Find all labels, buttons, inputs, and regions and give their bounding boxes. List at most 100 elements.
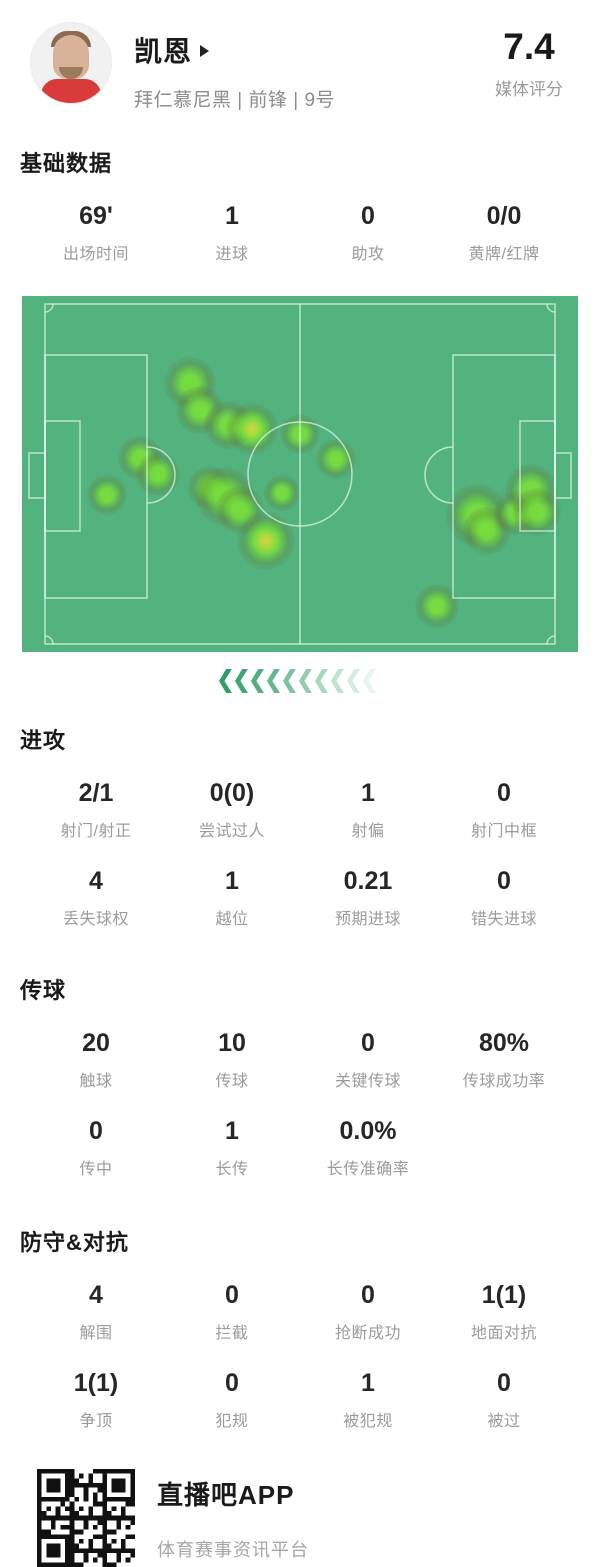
stat-value: 0 bbox=[497, 1369, 511, 1397]
stat-label: 越位 bbox=[215, 911, 249, 928]
stat-争顶: 1(1) 争顶 bbox=[28, 1369, 164, 1431]
pitch-lines bbox=[28, 303, 572, 645]
stat-value: 0 bbox=[361, 1281, 375, 1309]
stat-label: 错失进球 bbox=[470, 911, 537, 928]
stat-传球: 10 传球 bbox=[164, 1029, 300, 1091]
defense-stats-grid: 4 解围 0 拦截 0 抢断成功 1(1) 地面对抗 1(1) 争顶 0 犯规 1 被犯规 0 被过 bbox=[0, 1281, 600, 1431]
app-name: 直播吧APP bbox=[157, 1480, 295, 1510]
stat-被犯规: 1 被犯规 bbox=[300, 1369, 436, 1431]
attack-stats-grid: 2/1 射门/射正 0(0) 尝试过人 1 射偏 0 射门中框 4 丢失球权 1 越位 0.21 预期进球… bbox=[0, 779, 600, 929]
app-description: 体育赛事资讯平台 bbox=[157, 1540, 309, 1560]
stat-长传准确率: 0.0% 长传准确率 bbox=[300, 1117, 436, 1179]
section-title-defense: 防守&对抗 bbox=[20, 1230, 129, 1255]
player-info: 凯恩 拜仁慕尼黑 | 前锋 | 9号 bbox=[134, 22, 486, 112]
stat-抢断成功: 0 抢断成功 bbox=[300, 1281, 436, 1343]
stat-value: 1 bbox=[361, 1369, 375, 1397]
left-chevron-icon bbox=[219, 669, 232, 693]
stat-触球: 20 触球 bbox=[28, 1029, 164, 1091]
app-footer: 直播吧APP 体育赛事资讯平台 bbox=[0, 1469, 600, 1567]
stat-射门/射正: 2/1 射门/射正 bbox=[28, 779, 164, 841]
stat-label: 争顶 bbox=[79, 1413, 113, 1430]
stat-犯规: 0 犯规 bbox=[164, 1369, 300, 1431]
stat-尝试过人: 0(0) 尝试过人 bbox=[164, 779, 300, 841]
basic-stats-grid: 69' 出场时间 1 进球 0 助攻 0/0 黄牌/红牌 bbox=[0, 202, 600, 264]
stat-label: 被犯规 bbox=[343, 1413, 393, 1430]
stat-value: 2/1 bbox=[78, 779, 114, 807]
stat-label: 助攻 bbox=[351, 246, 385, 263]
left-chevron-icon bbox=[331, 669, 344, 693]
heat-spot bbox=[237, 512, 295, 570]
stat-label: 丢失球权 bbox=[62, 911, 129, 928]
left-chevron-icon bbox=[363, 669, 376, 693]
stat-传中: 0 传中 bbox=[28, 1117, 164, 1179]
stat-传球成功率: 80% 传球成功率 bbox=[436, 1029, 572, 1091]
stat-value: 0 bbox=[225, 1369, 239, 1397]
stat-value: 4 bbox=[89, 867, 103, 895]
stat-value: 10 bbox=[218, 1029, 246, 1057]
stat-label: 被过 bbox=[487, 1413, 521, 1430]
stat-value: 20 bbox=[82, 1029, 110, 1057]
stat-label: 拦截 bbox=[215, 1325, 249, 1342]
stat-label: 尝试过人 bbox=[198, 823, 265, 840]
stat-label: 传球成功率 bbox=[462, 1073, 546, 1090]
player-header: 凯恩 拜仁慕尼黑 | 前锋 | 9号 7.4 媒体评分 bbox=[0, 0, 600, 112]
player-avatar bbox=[30, 22, 112, 104]
passing-stats-grid: 20 触球 10 传球 0 关键传球 80% 传球成功率 0 传中 1 长传 0.0% 长传准确率 bbox=[0, 1029, 600, 1179]
stat-关键传球: 0 关键传球 bbox=[300, 1029, 436, 1091]
stat-label: 预期进球 bbox=[334, 911, 401, 928]
stat-黄牌/红牌: 0/0 黄牌/红牌 bbox=[436, 202, 572, 264]
section-title-basic: 基础数据 bbox=[20, 151, 113, 176]
stat-value: 1 bbox=[225, 202, 239, 230]
heat-spot bbox=[415, 584, 459, 628]
stat-丢失球权: 4 丢失球权 bbox=[28, 867, 164, 929]
stat-label: 犯规 bbox=[215, 1413, 249, 1430]
heat-spot bbox=[136, 452, 180, 496]
stat-value: 0 bbox=[361, 1029, 375, 1057]
heat-spot bbox=[512, 487, 562, 537]
left-chevron-icon bbox=[347, 669, 360, 693]
stat-value: 0.0% bbox=[339, 1117, 397, 1145]
stat-射偏: 1 射偏 bbox=[300, 779, 436, 841]
stat-错失进球: 0 错失进球 bbox=[436, 867, 572, 929]
avatar-beard bbox=[59, 67, 83, 79]
player-team-position-number: 拜仁慕尼黑 | 前锋 | 9号 bbox=[134, 90, 336, 111]
stat-预期进球: 0.21 预期进球 bbox=[300, 867, 436, 929]
stat-value: 0 bbox=[225, 1281, 239, 1309]
stat-value: 1 bbox=[225, 867, 239, 895]
stat-value: 80% bbox=[478, 1029, 530, 1057]
stat-label: 进球 bbox=[215, 246, 249, 263]
stat-label: 地面对抗 bbox=[470, 1325, 537, 1342]
stat-label: 解围 bbox=[79, 1325, 113, 1342]
left-chevron-icon bbox=[235, 669, 248, 693]
stat-value: 0 bbox=[361, 202, 375, 230]
stat-label: 黄牌/红牌 bbox=[468, 246, 540, 263]
stat-value: 1(1) bbox=[73, 1369, 119, 1397]
stat-地面对抗: 1(1) 地面对抗 bbox=[436, 1281, 572, 1343]
qr-code bbox=[37, 1469, 135, 1567]
stat-出场时间: 69' 出场时间 bbox=[28, 202, 164, 264]
stat-label: 长传 bbox=[215, 1161, 249, 1178]
rating-value: 7.4 bbox=[503, 26, 555, 67]
media-rating: 7.4 媒体评分 bbox=[486, 22, 572, 100]
stat-value: 0 bbox=[497, 867, 511, 895]
heat-spot bbox=[264, 475, 300, 511]
stat-value: 69' bbox=[79, 202, 113, 230]
stat-label: 出场时间 bbox=[62, 246, 129, 263]
stat-解围: 4 解围 bbox=[28, 1281, 164, 1343]
stat-label: 长传准确率 bbox=[326, 1161, 410, 1178]
avatar-red-jersey bbox=[41, 79, 101, 103]
chevron-row bbox=[0, 669, 600, 693]
stat-label: 传中 bbox=[79, 1161, 113, 1178]
left-chevron-icon bbox=[267, 669, 280, 693]
stat-value: 1 bbox=[225, 1117, 239, 1145]
stat-value: 0/0 bbox=[486, 202, 522, 230]
left-chevron-icon bbox=[299, 669, 312, 693]
player-name: 凯恩 bbox=[134, 36, 193, 67]
expand-player-arrow-icon[interactable] bbox=[200, 45, 210, 57]
stat-label: 抢断成功 bbox=[334, 1325, 401, 1342]
rating-label: 媒体评分 bbox=[495, 80, 563, 99]
stat-越位: 1 越位 bbox=[164, 867, 300, 929]
stat-value: 0(0) bbox=[209, 779, 255, 807]
left-chevron-icon bbox=[251, 669, 264, 693]
left-chevron-icon bbox=[283, 669, 296, 693]
